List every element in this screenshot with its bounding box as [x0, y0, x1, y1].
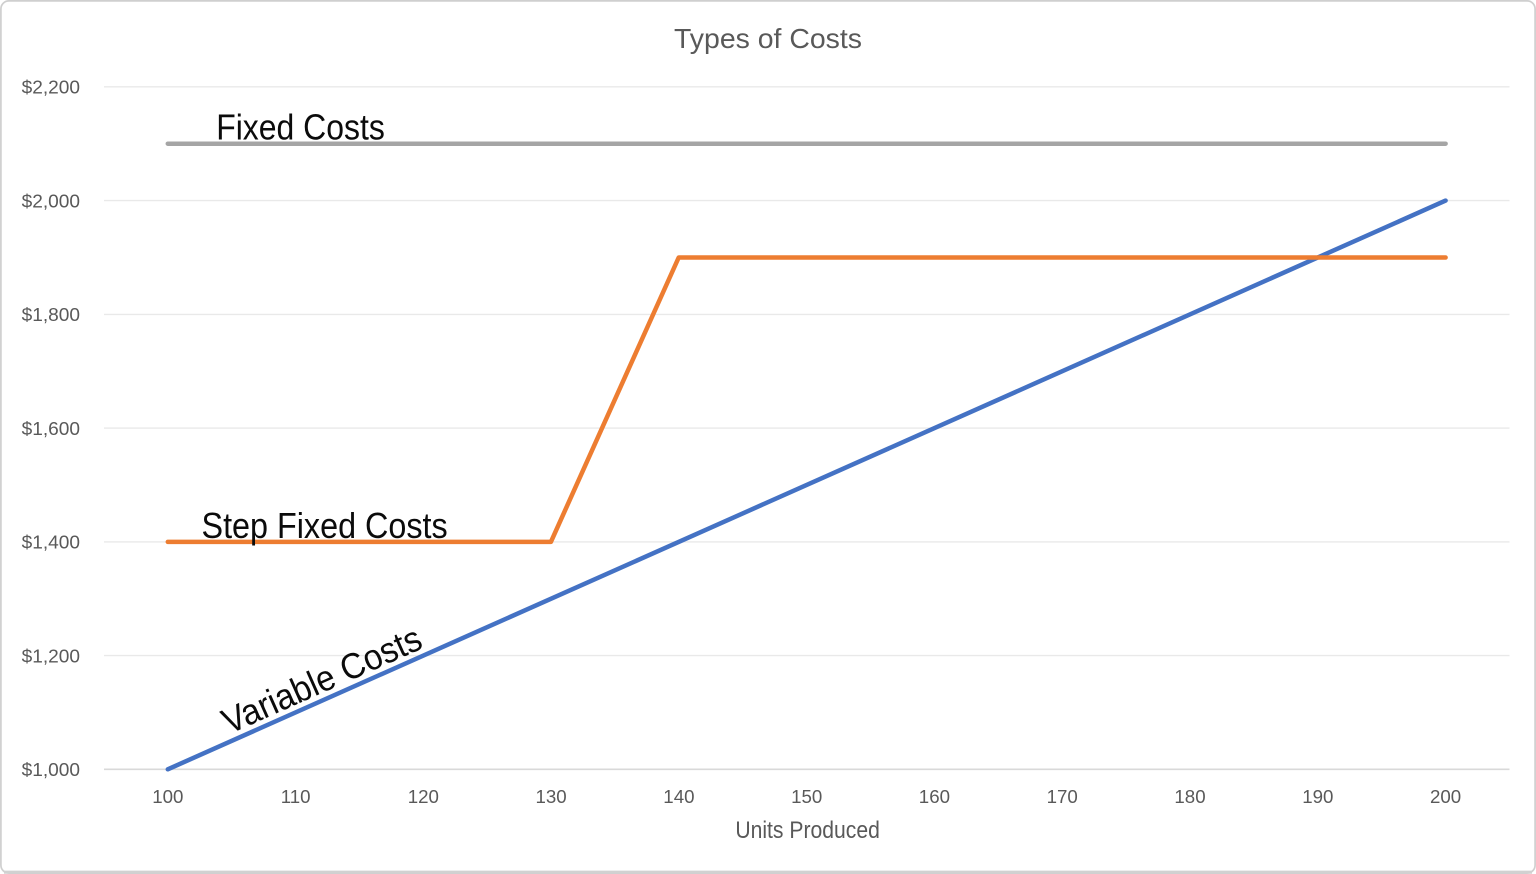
svg-text:$2,200: $2,200 [22, 77, 80, 98]
svg-text:130: 130 [536, 786, 567, 807]
svg-text:190: 190 [1302, 786, 1333, 807]
svg-text:140: 140 [663, 786, 694, 807]
svg-text:$1,600: $1,600 [22, 418, 80, 439]
svg-text:120: 120 [408, 786, 439, 807]
svg-text:100: 100 [152, 786, 183, 807]
svg-text:150: 150 [791, 786, 822, 807]
svg-text:Units Produced: Units Produced [735, 817, 880, 844]
svg-text:200: 200 [1430, 786, 1461, 807]
svg-text:Types of Costs: Types of Costs [674, 23, 862, 54]
svg-text:$1,200: $1,200 [22, 645, 80, 666]
svg-text:110: 110 [281, 786, 311, 807]
svg-text:Fixed Costs: Fixed Costs [216, 106, 385, 147]
svg-text:180: 180 [1174, 786, 1205, 807]
svg-text:$2,000: $2,000 [22, 190, 80, 211]
svg-text:160: 160 [919, 786, 950, 807]
svg-text:$1,000: $1,000 [22, 759, 80, 780]
svg-text:$1,800: $1,800 [22, 304, 80, 325]
svg-text:170: 170 [1047, 786, 1078, 807]
svg-text:Step Fixed Costs: Step Fixed Costs [202, 505, 448, 546]
svg-text:$1,400: $1,400 [22, 532, 80, 553]
